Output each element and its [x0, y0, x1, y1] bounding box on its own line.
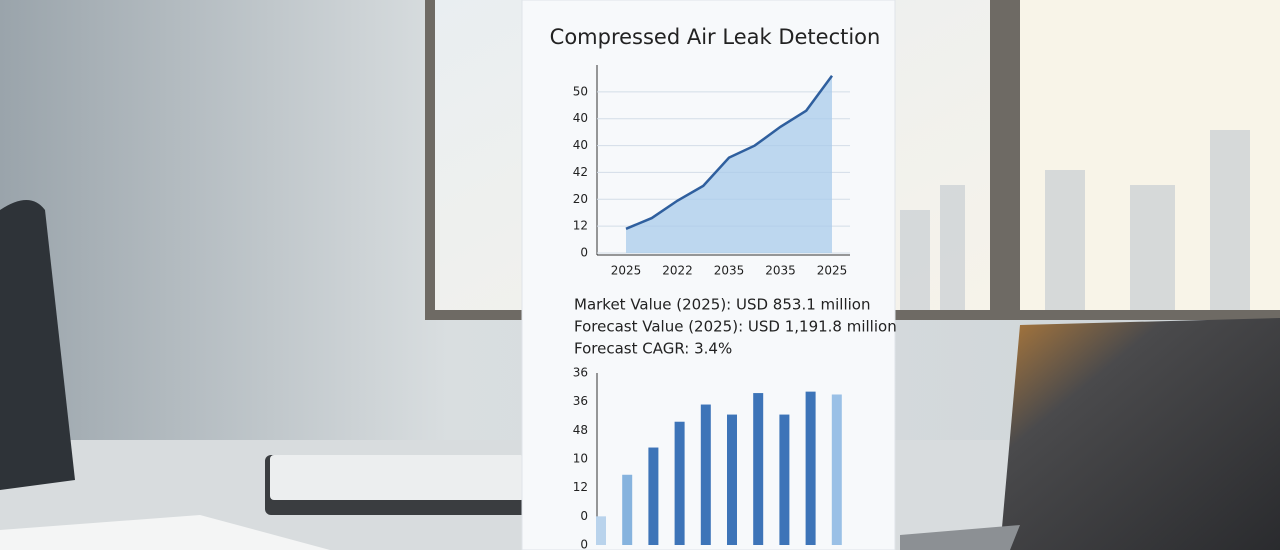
bar	[700, 404, 711, 545]
y-tick-label: 50	[573, 84, 588, 98]
bar	[622, 474, 633, 545]
x-tick-label: 2035	[765, 264, 796, 278]
x-tick-label: 2025	[611, 264, 642, 278]
bar	[831, 394, 842, 545]
chair	[0, 200, 75, 490]
bar	[674, 421, 685, 545]
line	[625, 75, 834, 230]
bar	[596, 516, 606, 545]
bar	[753, 393, 764, 545]
stat-line: Market Value (2025): USD 853.1 million	[574, 296, 870, 314]
laptop	[1000, 318, 1280, 550]
y-tick-label: 12	[573, 480, 588, 494]
stat-line: Forecast CAGR: 3.4%	[574, 340, 732, 358]
document-title: Compressed Air Leak Detection	[550, 25, 881, 49]
skyline	[900, 130, 1250, 310]
y-tick-label: 0	[580, 246, 588, 260]
y-tick-label: 36	[573, 394, 588, 408]
y-tick-label: 0	[580, 509, 588, 523]
y-tick-label: 10	[573, 452, 588, 466]
bar	[779, 414, 790, 545]
paper-sheet	[0, 515, 330, 550]
x-tick-label: 2035	[714, 264, 745, 278]
tablet-screen	[270, 455, 525, 500]
y-tick-label: 12	[573, 219, 588, 233]
bar	[648, 447, 659, 545]
y-tick-label: 36	[573, 366, 588, 380]
bar	[805, 391, 816, 545]
y-tick-label: 40	[573, 111, 588, 125]
y-tick-label: 42	[573, 165, 588, 179]
laptop-base	[900, 525, 1020, 550]
stat-line: Forecast Value (2025): USD 1,191.8 milli…	[574, 318, 897, 336]
area	[626, 75, 832, 253]
y-tick-label: 40	[573, 138, 588, 152]
x-tick-label: 2025	[817, 264, 848, 278]
bar	[727, 414, 737, 545]
y-tick-label: 20	[573, 192, 588, 206]
x-tick-label: 2022	[662, 264, 693, 278]
y-tick-label: 48	[573, 423, 588, 437]
y-tick-label: 0	[580, 538, 588, 550]
